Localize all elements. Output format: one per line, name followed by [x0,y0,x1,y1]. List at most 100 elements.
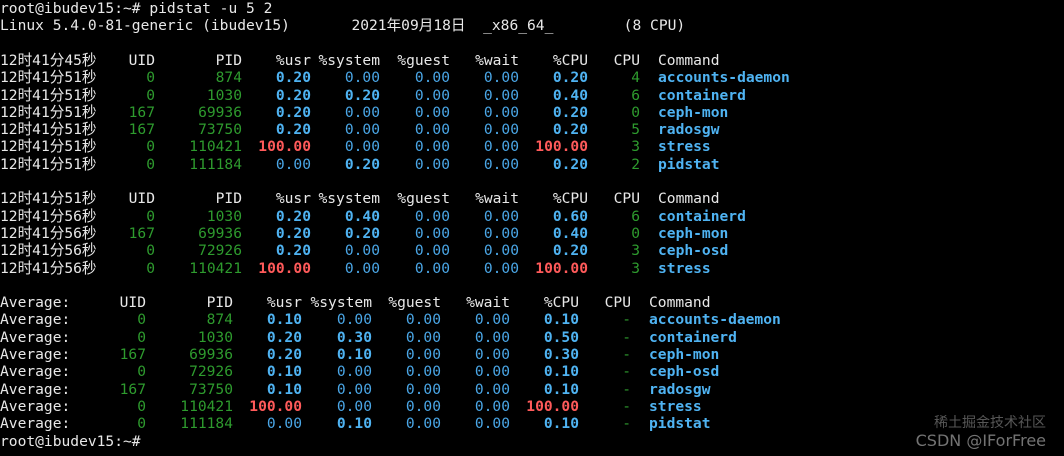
row-guest: 0.00 [414,224,450,242]
header-time: 12时41分45秒 [0,51,97,69]
watermark-csdn: CSDN @IForFree [915,431,1046,450]
row-guest: 0.00 [405,380,441,398]
row-system: 0.00 [336,380,372,398]
row-usr: 0.10 [266,311,302,329]
row-guest: 0.00 [414,207,450,225]
row-uid: 167 [128,121,155,139]
row-wait: 0.00 [483,207,519,225]
row-guest: 0.00 [414,69,450,87]
row-cpu-pct: 100.00 [526,397,579,415]
row-time: 12时41分51秒 [0,121,97,139]
row-usr: 100.00 [249,397,302,415]
row-time: 12时41分51秒 [0,69,97,87]
row-usr: 0.20 [275,86,311,104]
row-pid: 110421 [189,138,242,156]
header-cpu-pct: %CPU [552,51,588,69]
row-wait: 0.00 [474,311,510,329]
sample2-row: 12时41分56秒 0 110421 100.00 0.00 0.00 0.00 100.00… [0,260,1064,277]
row-time: 12时41分51秒 [0,155,97,173]
header-cpu-pct: %CPU [552,190,588,208]
row-usr: 0.10 [266,380,302,398]
row-cpu-pct: 0.40 [552,86,588,104]
row-wait: 0.00 [483,69,519,87]
row-cpu-pct: 0.20 [552,155,588,173]
row-system: 0.00 [336,397,372,415]
row-cpu: 0 [631,103,640,121]
sample2-row: 12时41分56秒 0 72926 0.20 0.00 0.00 0.00 0.20 3 ceph… [0,242,1064,259]
row-command: ceph-mon [658,224,729,242]
row-time: Average: [0,346,71,363]
header-command: Command [658,51,720,69]
row-time: 12时41分56秒 [0,207,97,225]
header-cpu: CPU [613,51,640,69]
header-usr: %usr [266,294,302,312]
row-command: containerd [658,207,746,225]
row-guest: 0.00 [405,397,441,415]
row-system: 0.00 [336,363,372,381]
row-system: 0.00 [344,242,380,260]
header-uid: UID [128,51,155,69]
row-command: accounts-daemon [649,311,781,329]
row-cpu: 4 [631,69,640,87]
row-time: 12时41分56秒 [0,224,97,242]
row-pid: 110421 [189,259,242,277]
row-cpu-pct: 0.20 [552,242,588,260]
row-wait: 0.00 [474,346,510,363]
row-cpu-pct: 0.50 [543,328,579,346]
header-time: 12时41分51秒 [0,190,97,208]
row-cpu: - [622,380,631,398]
row-cpu-pct: 100.00 [535,138,588,156]
row-guest: 0.00 [405,415,441,433]
watermark-juejin: 稀土掘金技术社区 [934,415,1046,431]
row-command: radosgw [658,121,720,139]
row-system: 0.00 [344,69,380,87]
sample1-row: 12时41分51秒 0 111184 0.00 0.20 0.00 0.00 0.20 2 pid… [0,156,1064,173]
row-cpu-pct: 0.20 [552,103,588,121]
header-cpu-pct: %CPU [543,294,579,312]
header-guest: %guest [397,51,450,69]
row-cpu: 3 [631,138,640,156]
sample1-row: 12时41分51秒 0 1030 0.20 0.20 0.00 0.00 0.40 6 conta… [0,87,1064,104]
sample2-header: 12时41分51秒 UID PID %usr %system %guest %wait %CP… [0,190,1064,207]
row-guest: 0.00 [405,346,441,363]
row-uid: 167 [119,346,146,363]
row-cpu-pct: 0.10 [543,415,579,433]
row-system: 0.00 [344,259,380,277]
row-pid: 874 [215,69,242,87]
average-row: Average: 0 874 0.10 0.00 0.00 0.00 0.10 - account… [0,311,1064,328]
row-usr: 0.00 [275,155,311,173]
header-pid: PID [215,51,242,69]
row-system: 0.40 [344,207,380,225]
row-wait: 0.00 [474,380,510,398]
row-cpu: - [622,397,631,415]
row-cpu-pct: 0.20 [552,121,588,139]
row-wait: 0.00 [474,363,510,381]
row-wait: 0.00 [483,259,519,277]
row-guest: 0.00 [414,86,450,104]
row-guest: 0.00 [414,103,450,121]
row-time: Average: [0,363,71,381]
row-guest: 0.00 [405,328,441,346]
row-wait: 0.00 [483,224,519,242]
header-wait: %wait [475,51,519,69]
watermark: 稀土掘金技术社区 CSDN @IForFree [916,414,1046,450]
row-wait: 0.00 [483,86,519,104]
average-header: Average: UID PID %usr %system %guest %wait %CPU… [0,294,1064,311]
header-time: Average: [0,294,71,312]
row-command: stress [658,259,711,277]
row-cpu-pct: 0.40 [552,224,588,242]
row-cpu-pct: 0.30 [543,346,579,363]
header-cpu: CPU [604,294,631,312]
row-cpu-pct: 0.20 [552,69,588,87]
header-pid: PID [206,294,233,312]
row-wait: 0.00 [483,242,519,260]
row-cpu-pct: 0.10 [543,380,579,398]
sample2-row: 12时41分56秒 167 69936 0.20 0.20 0.00 0.00 0.40 0 ce… [0,225,1064,242]
average-row: Average: 167 73750 0.10 0.00 0.00 0.00 0.10 - rad… [0,381,1064,398]
row-command: containerd [658,86,746,104]
row-time: Average: [0,415,71,433]
row-pid: 111184 [189,155,242,173]
row-command: radosgw [649,380,711,398]
row-wait: 0.00 [474,328,510,346]
